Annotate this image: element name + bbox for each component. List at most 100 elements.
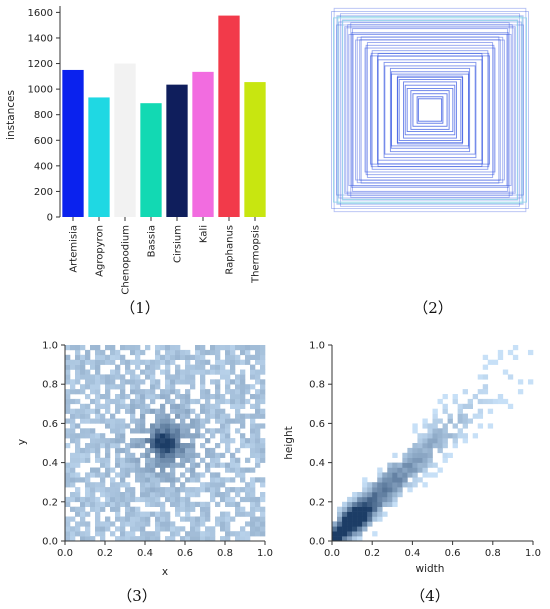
heat-cell <box>135 379 141 385</box>
heat-cell <box>200 511 206 517</box>
heat-cell <box>80 531 86 537</box>
heat-cell <box>110 418 116 424</box>
heat-cell <box>185 467 191 473</box>
heat-cell <box>160 423 166 429</box>
heat-cell <box>347 536 353 542</box>
heat-cell <box>230 477 236 483</box>
heat-cell <box>110 438 116 444</box>
heat-cell <box>180 506 186 512</box>
heat-cell <box>110 501 116 507</box>
heat-cell <box>255 369 261 375</box>
heat-cell <box>120 447 126 454</box>
heat-cell <box>120 482 126 488</box>
heat-cell <box>115 457 121 463</box>
heat-cell <box>210 536 216 542</box>
heat-cell <box>135 428 141 434</box>
heat-cell <box>115 496 121 503</box>
heat-cell <box>230 516 236 522</box>
heat-cell <box>195 526 201 532</box>
heat-cell <box>200 516 206 522</box>
heat-cell <box>412 462 418 468</box>
heat-cell <box>125 394 131 400</box>
heat-cell <box>65 443 71 449</box>
heat-cell <box>250 477 256 483</box>
heat-cell <box>110 374 116 380</box>
heat-cell <box>220 428 226 434</box>
heat-cell <box>175 447 181 454</box>
heat-cell <box>70 438 76 444</box>
heat-cell <box>245 398 251 405</box>
heat-cell <box>165 511 171 517</box>
heat-cell <box>442 457 448 463</box>
heat-cell <box>215 487 221 493</box>
heat-cell <box>160 511 166 517</box>
heat-cell <box>165 472 171 478</box>
heat-cell <box>225 531 231 537</box>
heat-cell <box>235 413 241 419</box>
heat-cell <box>220 359 226 365</box>
heat-cell <box>140 472 146 478</box>
heat-cell <box>155 462 161 468</box>
heat-cell <box>195 477 201 483</box>
heat-cell <box>190 506 196 512</box>
heat-cell <box>165 384 171 390</box>
heat-cell <box>422 482 428 488</box>
heat-cell <box>185 398 191 405</box>
heat-cell <box>215 477 221 483</box>
heat-cell <box>185 433 191 439</box>
heat-cell <box>140 438 146 444</box>
heat-cell <box>437 447 443 454</box>
heat-cell <box>205 501 211 507</box>
heat-cell <box>175 349 181 356</box>
heat-cell <box>150 394 156 400</box>
heat-cell <box>85 452 91 458</box>
heat-cell <box>347 531 353 537</box>
heat-cell <box>220 526 226 532</box>
box-outline <box>365 44 495 176</box>
heat-cell <box>337 506 343 512</box>
heat-cell <box>175 506 181 512</box>
heat-cell <box>75 477 81 483</box>
heat-cell <box>170 408 176 414</box>
heat-cell <box>80 403 86 409</box>
heat-cell <box>235 511 241 517</box>
heat-cell <box>255 443 261 449</box>
heat-cell <box>100 443 106 449</box>
heat-cell <box>80 496 86 503</box>
heat-cell <box>377 511 383 517</box>
heat-cell <box>65 462 71 468</box>
heat-cell <box>447 433 453 439</box>
heat-cell <box>130 408 136 414</box>
heat-cell <box>100 438 106 444</box>
heat-cell <box>402 457 408 463</box>
heat-cell <box>75 364 81 370</box>
heat-cell <box>120 384 126 390</box>
heat-cell <box>150 467 156 473</box>
heat-cell <box>457 433 463 439</box>
heat-cell <box>352 496 358 503</box>
heat-cell <box>200 403 206 409</box>
heat-cell <box>205 531 211 537</box>
heat-cell <box>135 438 141 444</box>
heat-cell <box>120 521 126 527</box>
heat-cell <box>462 413 468 419</box>
y-tick-label: 1000 <box>28 85 53 96</box>
heat-cell <box>140 496 146 503</box>
heat-cell <box>125 457 131 463</box>
heat-cell <box>240 472 246 478</box>
heat-cell <box>65 345 71 351</box>
heat-cell <box>417 433 423 439</box>
heat-cell <box>180 369 186 375</box>
heat-cell <box>95 516 101 522</box>
heat-cell <box>100 462 106 468</box>
heat-cell <box>407 467 413 473</box>
heat-cell <box>412 457 418 463</box>
heat-cell <box>105 359 111 365</box>
heat-cell <box>200 359 206 365</box>
heat-cell <box>200 369 206 375</box>
heat-cell <box>230 398 236 405</box>
heat-cell <box>140 389 146 395</box>
heat-cell <box>250 384 256 390</box>
heat-cell <box>195 398 201 405</box>
heat-cell <box>155 526 161 532</box>
